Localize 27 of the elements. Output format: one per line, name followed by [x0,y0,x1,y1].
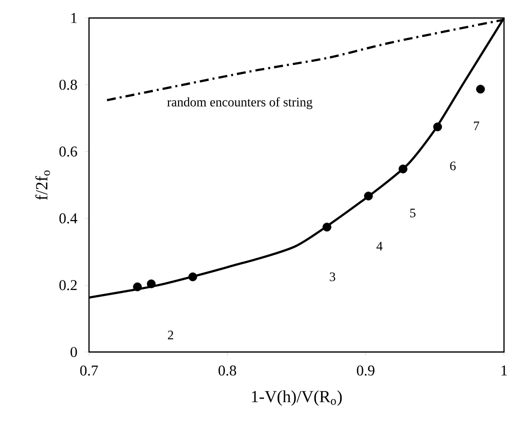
y-tick-label: 0.2 [59,280,77,290]
annotation: 4 [376,242,383,250]
x-axis-title: 1-V(h)/V(R$_{o}$) [252,390,342,406]
annotation: random encounters of string [167,97,312,110]
point [188,272,198,282]
y-tick-label: 1 [71,13,77,23]
annotation: 2 [168,330,174,340]
y-tick-label: 0 [70,346,77,358]
point [133,282,142,292]
y-axis-title: f/2f$_{o}$ [35,170,50,200]
x-tick-label: 0.9 [356,365,374,376]
point [322,222,332,232]
y-tick-label: 0.8 [59,80,77,90]
point [433,122,442,132]
y-tick-label: 0.6 [59,146,78,157]
annotation: 3 [330,272,336,282]
x-tick-label: 1 [502,365,507,376]
annotation: 6 [450,162,456,170]
point [364,192,373,200]
annotation: 5 [410,208,416,218]
point [398,164,408,174]
point [476,84,485,94]
point [146,279,156,288]
y-tick-label: 0.4 [59,213,78,224]
x-tick-label: 0.7 [80,365,98,376]
annotation: 7 [474,122,480,130]
x-tick-label: 0.8 [218,365,236,376]
